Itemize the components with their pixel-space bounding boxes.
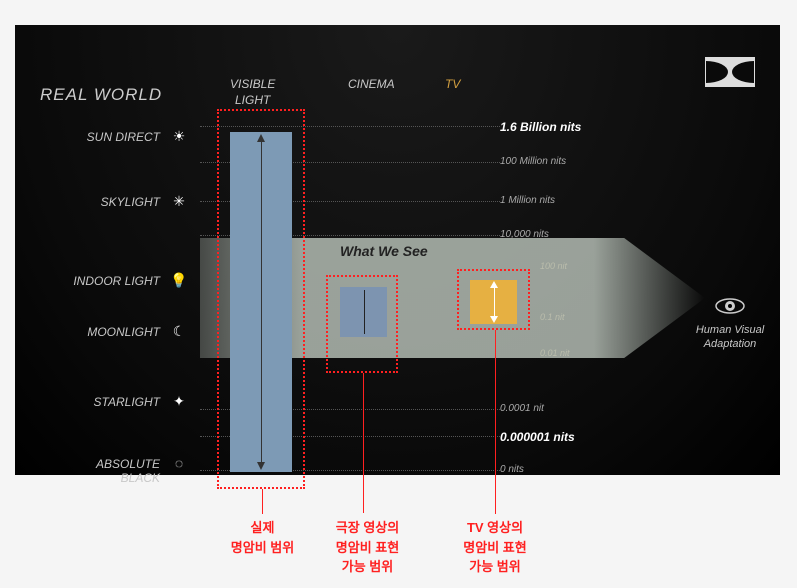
row-label: INDOOR LIGHT	[40, 274, 160, 288]
dolby-logo	[705, 57, 755, 87]
row-label: SKYLIGHT	[40, 195, 160, 209]
col-cinema: CINEMA	[348, 77, 395, 93]
what-we-see-label: What We See	[340, 243, 428, 259]
row-icon: ◌	[165, 455, 193, 471]
human-visual-label: Human Visual Adaptation	[690, 323, 770, 352]
row-icon: ☾	[165, 323, 193, 340]
highlight-cinema	[326, 275, 398, 373]
scale-tick-label: 0.000001 nits	[500, 430, 575, 444]
scale-tick-label: 1.6 Billion nits	[500, 120, 581, 134]
row-icon: ✦	[165, 393, 193, 410]
scale-tick-label: 100 Million nits	[500, 156, 566, 167]
band-tick-label: 0.1 nit	[540, 312, 565, 322]
highlight-tv	[457, 269, 530, 330]
eye-icon	[714, 297, 746, 315]
leader-visible	[262, 489, 263, 514]
scale-tick-label: 0.0001 nit	[500, 403, 544, 414]
row-label: SUN DIRECT	[40, 130, 160, 144]
row-label: STARLIGHT	[40, 395, 160, 409]
band-tick-label: 100 nit	[540, 261, 567, 271]
caption-tv: TV 영상의 명암비 표현 가능 범위	[445, 518, 545, 577]
highlight-visible	[217, 109, 305, 489]
band-tick-label: 0.01 nit	[540, 348, 570, 358]
scale-tick-label: 0 nits	[500, 464, 524, 475]
col-tv: TV	[445, 77, 460, 93]
row-icon: ☀	[165, 128, 193, 145]
real-world-title: REAL WORLD	[40, 85, 162, 105]
col-visible-light: VISIBLE LIGHT	[230, 77, 275, 108]
row-icon: ✳	[165, 193, 193, 210]
caption-visible: 실제 명암비 범위	[215, 518, 310, 557]
row-icon: 💡	[165, 272, 193, 289]
row-label: ABSOLUTE BLACK	[40, 457, 160, 485]
leader-tv	[495, 330, 496, 514]
diagram-slide: REAL WORLD VISIBLE LIGHT CINEMA TV SUN D…	[15, 25, 780, 475]
leader-cinema	[363, 373, 364, 513]
scale-tick-label: 1 Million nits	[500, 195, 555, 206]
caption-cinema: 극장 영상의 명암비 표현 가능 범위	[320, 518, 415, 577]
row-label: MOONLIGHT	[40, 325, 160, 339]
